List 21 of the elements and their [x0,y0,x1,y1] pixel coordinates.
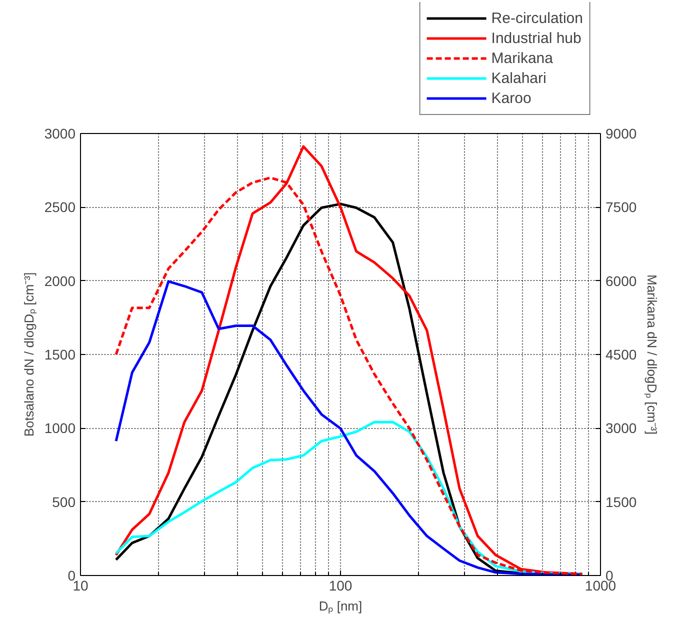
y2-tick-label: 1500 [606,494,637,510]
x-axis-title: Dₚ [nm] [318,598,362,614]
y-tick-label: 2000 [44,272,76,289]
legend-label: Re-circulation [491,10,583,26]
legend-label: Industrial hub [491,30,582,46]
y2-axis-title: Marikana dN / dlogDₚ [cm⁻³] [644,274,660,435]
y-tick-label: 500 [52,494,76,510]
y2-tick-label: 3000 [606,420,637,436]
legend-label: Marikana [491,50,553,66]
y-tick-label: 1500 [44,346,76,362]
y2-tick-label: 4500 [606,346,637,362]
y-axis-title: Botsalano dN / dlogDₚ [cm⁻³] [21,272,38,437]
y2-tick-label: 9000 [606,126,637,142]
legend-label: Kalahari [491,70,546,86]
y2-tick-label: 6000 [606,272,637,289]
x-tick-label: 100 [328,578,352,594]
y2-tick-label: 7500 [606,199,637,216]
y-tick-label: 3000 [44,126,76,142]
y-tick-label: 1000 [44,420,76,436]
y-tick-label: 2500 [44,199,76,216]
legend-label: Karoo [491,90,532,106]
